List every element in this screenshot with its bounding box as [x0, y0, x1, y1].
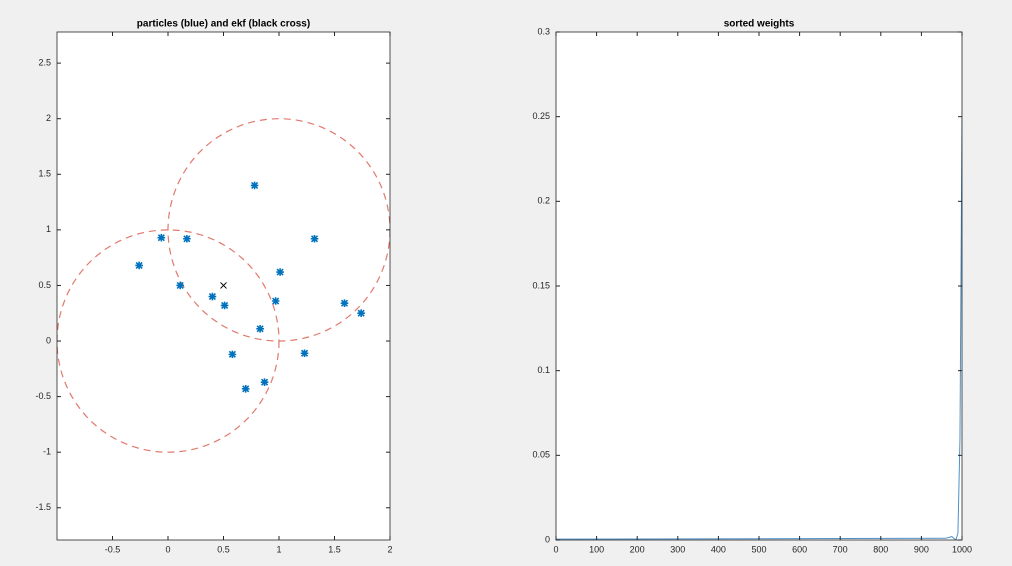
y-tick-label: 0.2 — [537, 196, 550, 206]
y-tick-label: 0 — [545, 534, 550, 544]
chart-title: sorted weights — [724, 19, 795, 30]
axes-box — [555, 31, 963, 541]
particle — [135, 261, 143, 270]
particle — [357, 309, 365, 318]
x-tick-label: 1000 — [952, 544, 972, 554]
particle — [176, 281, 185, 290]
y-tick-label: 0.25 — [532, 111, 550, 121]
particle — [157, 233, 166, 242]
x-tick-label: 2 — [387, 544, 392, 554]
x-tick-label: 400 — [711, 544, 726, 554]
weight-line — [556, 116, 962, 540]
y-tick-label: 1 — [46, 224, 51, 234]
y-tick-label: 0.1 — [537, 365, 550, 375]
x-tick-label: 0 — [165, 544, 170, 554]
y-tick-label: 0 — [46, 335, 51, 345]
particle — [340, 299, 349, 308]
particle — [310, 234, 319, 243]
x-tick-label: 500 — [751, 544, 766, 554]
particle — [256, 324, 264, 333]
particle — [241, 385, 250, 393]
x-tick-label: 0.5 — [217, 544, 230, 554]
particle — [208, 292, 217, 301]
y-tick-label: -1.5 — [35, 502, 51, 512]
particle — [271, 297, 280, 305]
y-tick-label: 0.5 — [38, 280, 51, 290]
y-tick-label: 1.5 — [38, 169, 51, 179]
x-tick-label: -0.5 — [105, 544, 121, 554]
plot-area — [57, 118, 390, 453]
y-tick-label: -0.5 — [35, 391, 51, 401]
axes-box — [56, 31, 391, 541]
x-tick-label: 100 — [589, 544, 604, 554]
particle — [183, 234, 191, 243]
x-tick-label: 1 — [276, 544, 281, 554]
particle — [220, 301, 229, 310]
ekf-marker — [220, 282, 227, 289]
x-tick-label: 0 — [553, 544, 558, 554]
x-tick-label: 600 — [792, 544, 807, 554]
chart-title: particles (blue) and ekf (black cross) — [137, 19, 310, 30]
y-tick-label: 0.3 — [537, 26, 550, 36]
particle — [300, 349, 309, 358]
particle — [250, 181, 259, 190]
x-tick-label: 1.5 — [328, 544, 341, 554]
x-tick-label: 900 — [914, 544, 929, 554]
y-tick-label: 0.05 — [532, 450, 550, 460]
x-tick-label: 200 — [630, 544, 645, 554]
y-tick-label: 2.5 — [38, 57, 51, 67]
circle — [167, 118, 390, 342]
particle — [228, 350, 237, 359]
x-tick-label: 300 — [670, 544, 685, 554]
y-tick-label: -1 — [43, 447, 51, 457]
x-tick-label: 700 — [833, 544, 848, 554]
plot-area — [556, 116, 962, 540]
x-tick-label: 800 — [873, 544, 888, 554]
particle — [276, 268, 284, 276]
y-tick-label: 2 — [46, 113, 51, 123]
particle — [260, 378, 269, 386]
y-tick-label: 0.15 — [532, 280, 550, 290]
axes-background — [556, 32, 962, 540]
